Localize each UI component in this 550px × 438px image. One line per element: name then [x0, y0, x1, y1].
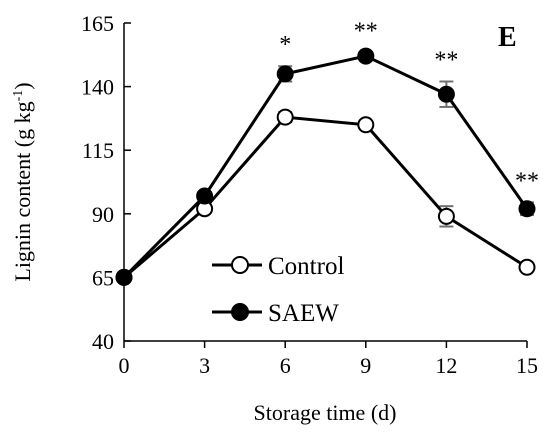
legend-control-marker	[231, 256, 249, 274]
x-tick-label: 3	[199, 353, 210, 378]
axes	[123, 23, 527, 342]
legend-saew-marker	[231, 303, 249, 321]
series-lines	[122, 54, 529, 279]
y-axis-title-end: )	[10, 82, 35, 89]
series-line-control	[123, 115, 528, 279]
x-tick-label: 9	[360, 353, 371, 378]
series-line-saew	[122, 54, 529, 279]
x-tick-label: 0	[119, 353, 130, 378]
data-point-control	[437, 207, 455, 225]
y-axis-title-superscript: -1	[11, 90, 26, 102]
data-point-saew	[518, 200, 536, 218]
legend-item-saew: SAEW	[212, 300, 339, 327]
significance-marker: **	[434, 48, 458, 74]
y-tick-label: 40	[92, 329, 114, 354]
y-axis-title: Lignin content (g kg-1)	[10, 82, 35, 281]
y-tick-label: 90	[92, 202, 114, 227]
legend: Control SAEW	[212, 253, 344, 327]
x-tick-label: 12	[435, 353, 457, 378]
significance-markers: *******	[279, 18, 539, 194]
x-axis-ticks: 0 3 6 9 12 15	[119, 341, 538, 378]
x-axis-title: Storage time (d)	[254, 400, 397, 425]
y-tick-label: 65	[92, 265, 114, 290]
data-point-control	[357, 116, 375, 134]
x-tick-label: 15	[516, 353, 538, 378]
x-tick-label: 6	[280, 353, 291, 378]
data-point-saew	[276, 65, 294, 83]
y-tick-label: 140	[81, 75, 114, 100]
y-axis-ticks: 40 65 90 115 140 165	[81, 11, 131, 354]
panel-label: E	[498, 22, 517, 53]
y-tick-label: 115	[82, 138, 114, 163]
data-point-saew	[115, 268, 133, 286]
legend-item-control: Control	[212, 253, 344, 280]
data-point-saew	[357, 47, 375, 65]
significance-marker: **	[354, 18, 378, 44]
data-point-control	[518, 258, 536, 276]
data-point-saew	[437, 85, 455, 103]
y-axis-title-main: Lignin content (g kg	[10, 101, 35, 281]
significance-marker: *	[279, 32, 291, 58]
series-points	[115, 47, 536, 286]
significance-marker: **	[515, 168, 539, 194]
error-bars	[278, 51, 534, 228]
data-point-control	[276, 108, 294, 126]
data-point-saew	[196, 187, 214, 205]
y-tick-label: 165	[81, 11, 114, 36]
legend-saew-label: SAEW	[268, 300, 339, 327]
legend-control-label: Control	[268, 253, 344, 280]
